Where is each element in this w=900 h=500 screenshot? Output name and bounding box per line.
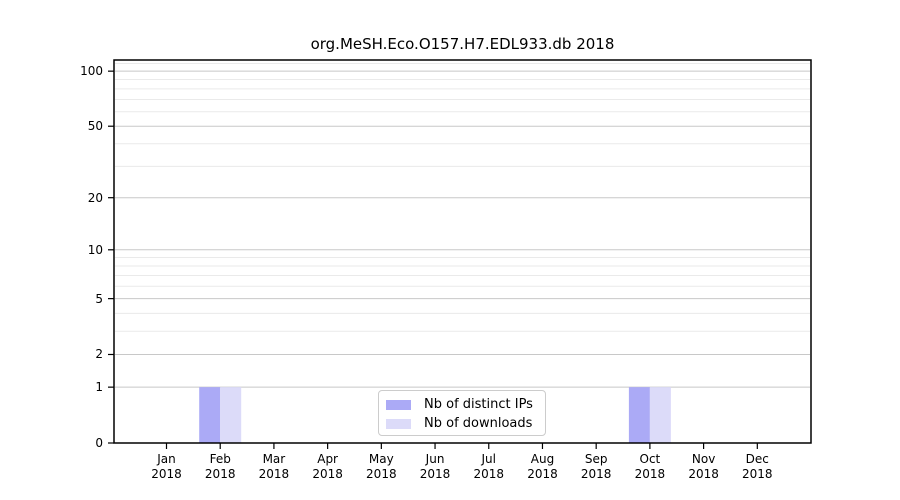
legend-item-downloads: Nb of downloads	[379, 414, 545, 433]
x-tick-label-sep: Sep 2018	[568, 452, 624, 482]
y-tick-label-1: 1	[95, 380, 103, 395]
x-tick-label-nov: Nov 2018	[676, 452, 732, 482]
month-label: Jul	[481, 452, 496, 466]
legend-swatch-distinct-ips	[386, 399, 411, 410]
year-label: 2018	[312, 467, 343, 481]
y-tick-label-100: 100	[80, 64, 103, 79]
year-label: 2018	[366, 467, 397, 481]
legend-item-distinct-ips: Nb of distinct IPs	[379, 395, 545, 414]
x-tick-label-may: May 2018	[353, 452, 409, 482]
x-tick-label-dec: Dec 2018	[729, 452, 785, 482]
month-label: Apr	[317, 452, 338, 466]
year-label: 2018	[258, 467, 290, 481]
year-label: 2018	[580, 467, 612, 481]
month-label: Jan	[157, 452, 176, 466]
bar-downloads-oct	[649, 387, 671, 443]
x-tick-label-aug: Aug 2018	[514, 452, 570, 482]
x-tick-label-jan: Jan 2018	[139, 452, 195, 482]
year-label: 2018	[419, 467, 451, 481]
x-tick-label-feb: Feb 2018	[192, 452, 248, 482]
x-tick-label-jun: Jun 2018	[407, 452, 463, 482]
legend-label-downloads: Nb of downloads	[424, 416, 533, 431]
month-label: Dec	[745, 452, 769, 466]
month-label: Oct	[639, 452, 661, 466]
bar-downloads-feb	[220, 387, 242, 443]
x-tick-label-mar: Mar 2018	[246, 452, 302, 482]
month-label: May	[368, 452, 394, 466]
year-label: 2018	[634, 467, 666, 481]
legend: Nb of distinct IPs Nb of downloads	[378, 390, 546, 436]
x-tick-label-oct: Oct 2018	[622, 452, 678, 482]
month-label: Sep	[584, 452, 608, 466]
year-label: 2018	[688, 467, 719, 481]
month-label: Mar	[262, 452, 286, 466]
year-label: 2018	[742, 467, 773, 481]
legend-swatch-downloads	[386, 418, 411, 429]
legend-label-distinct-ips: Nb of distinct IPs	[424, 397, 533, 412]
bar-distinct-ips-feb	[199, 387, 221, 443]
bar-distinct-ips-oct	[628, 387, 650, 443]
y-tick-label-50: 50	[87, 119, 103, 134]
year-label: 2018	[151, 467, 182, 481]
year-label: 2018	[473, 467, 505, 481]
chart-title: org.MeSH.Eco.O157.H7.EDL933.db 2018	[310, 35, 615, 53]
x-tick-label-jul: Jul 2018	[461, 452, 517, 482]
y-tick-label-0: 0	[95, 436, 103, 450]
month-label: Feb	[209, 452, 231, 466]
month-label: Nov	[691, 452, 716, 466]
y-tick-label-10: 10	[87, 242, 103, 257]
y-tick-label-5: 5	[95, 291, 103, 306]
month-label: Aug	[530, 452, 555, 466]
y-tick-label-2: 2	[95, 347, 103, 362]
year-label: 2018	[204, 467, 236, 481]
y-tick-label-20: 20	[87, 190, 103, 205]
month-label: Jun	[425, 452, 445, 466]
x-tick-label-apr: Apr 2018	[300, 452, 356, 482]
year-label: 2018	[527, 467, 558, 481]
plot-frame	[113, 59, 812, 444]
